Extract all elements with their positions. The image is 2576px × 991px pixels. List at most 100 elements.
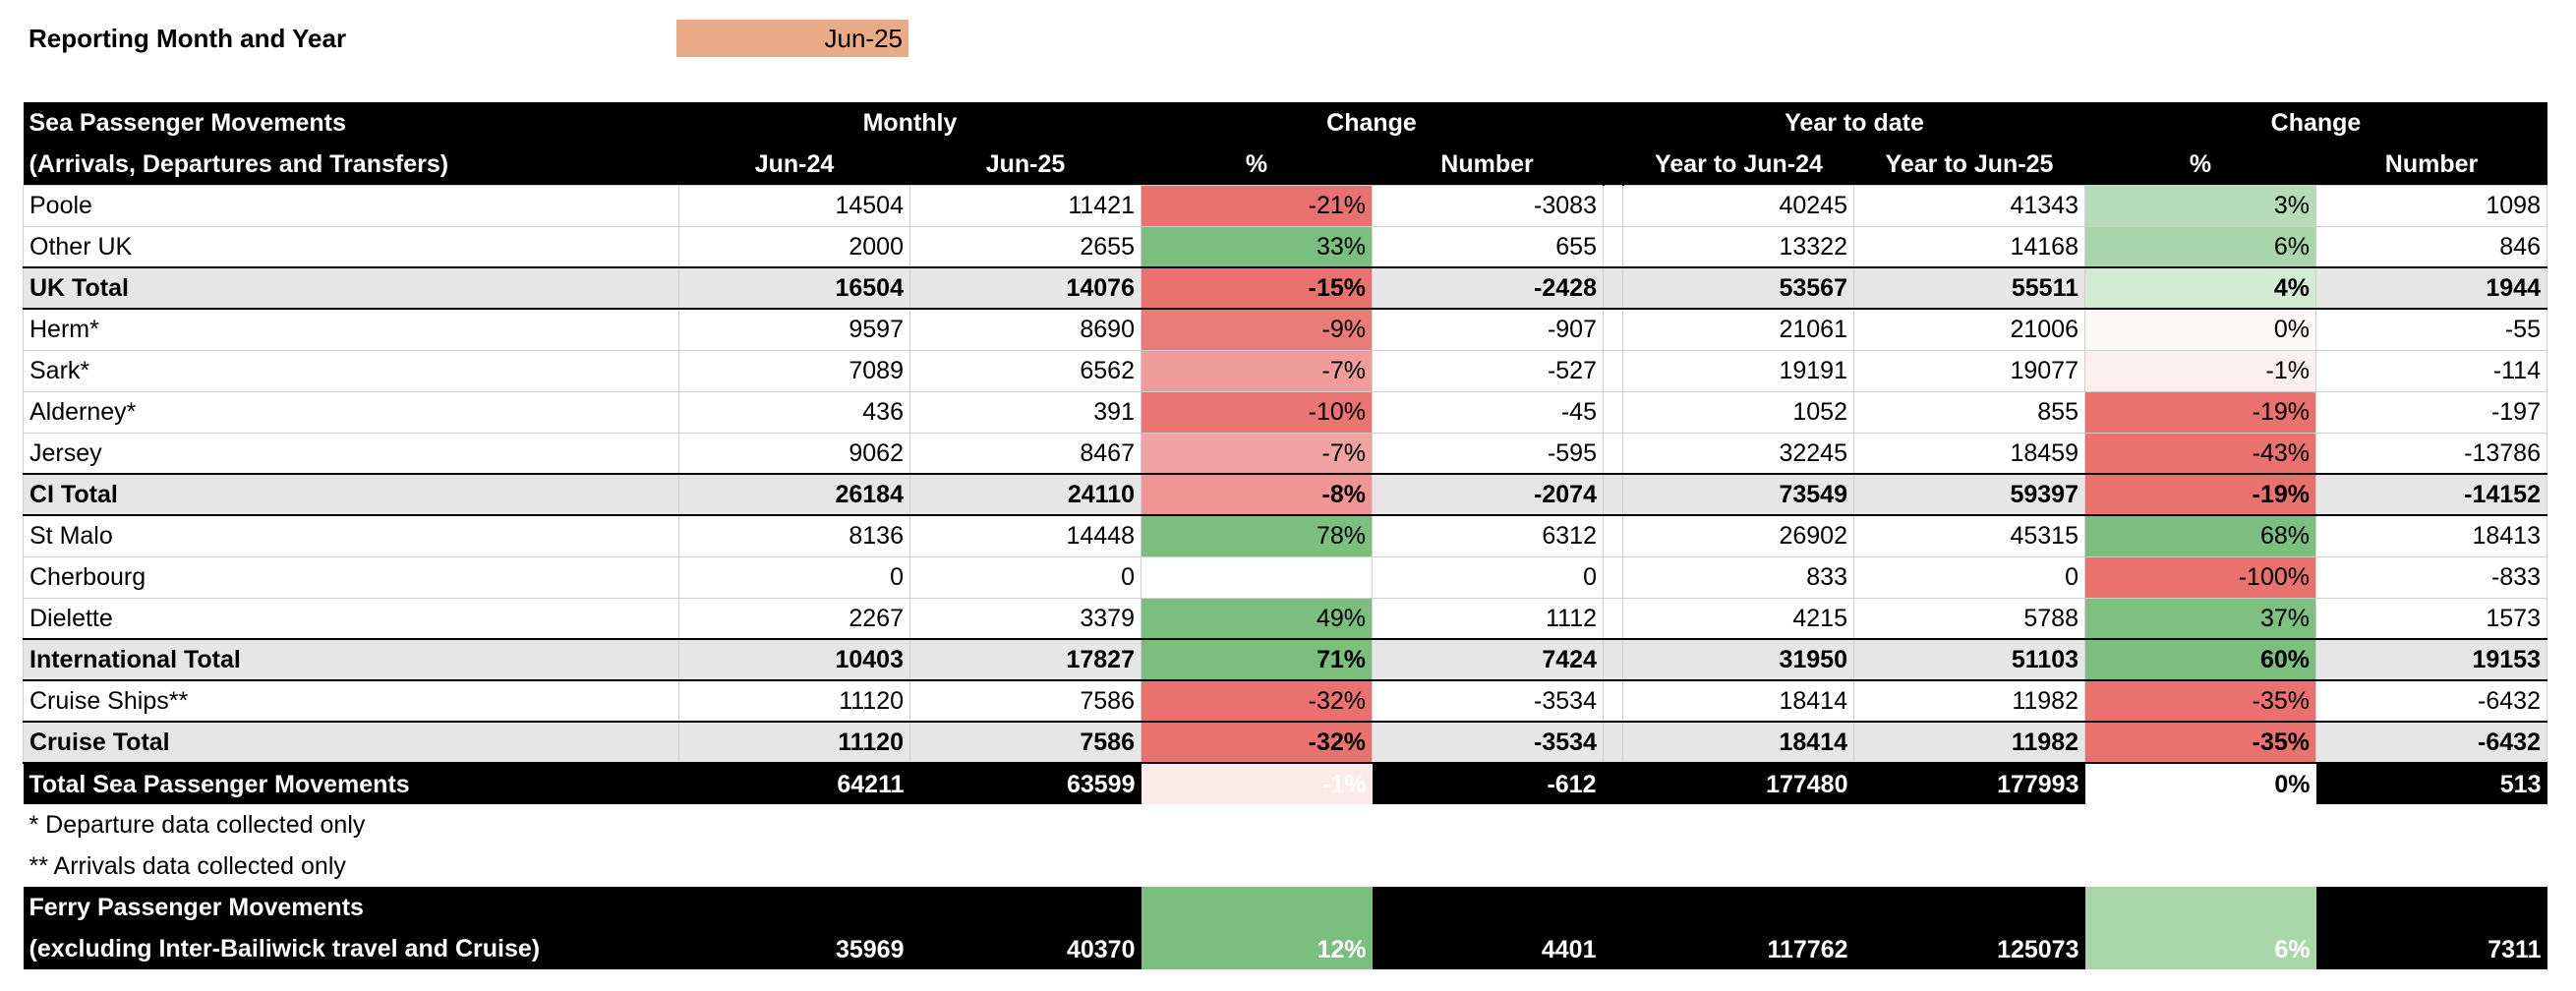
header-cell: Year to Jun-24 bbox=[1622, 144, 1854, 185]
value-cell: 11982 bbox=[1853, 679, 2085, 723]
value-cell: 846 bbox=[2315, 225, 2547, 268]
row-label: Alderney* bbox=[23, 390, 679, 434]
passenger-table: Sea Passenger Movements Monthly Change Year… bbox=[23, 102, 2547, 969]
header-cell: Change bbox=[1141, 102, 1604, 144]
value-cell: 12% bbox=[1141, 887, 1373, 969]
value-cell: 11120 bbox=[678, 679, 910, 723]
header-row: Sea Passenger Movements Monthly Change Year… bbox=[23, 102, 2547, 144]
value-cell: 19191 bbox=[1622, 349, 1854, 392]
value-cell: 37% bbox=[2084, 597, 2316, 640]
value-cell: -3534 bbox=[1372, 721, 1604, 764]
value-cell: 125073 bbox=[1853, 887, 2085, 969]
header-row: (Arrivals, Departures and Transfers) Jun-… bbox=[23, 144, 2547, 185]
value-cell: 0 bbox=[909, 555, 1142, 599]
value-cell: -32% bbox=[1141, 721, 1373, 764]
separator bbox=[1603, 225, 1623, 268]
value-cell: -3083 bbox=[1372, 184, 1604, 227]
data-row: Herm* 9597 8690 -9% -907 21061 21006 0% -55 bbox=[23, 308, 2547, 351]
value-cell: 0 bbox=[678, 555, 910, 599]
row-label: Ferry Passenger Movements bbox=[23, 887, 679, 928]
value-cell: 31950 bbox=[1622, 638, 1854, 681]
data-row: Cherbourg 0 0 0 833 0 -100% -833 bbox=[23, 555, 2547, 599]
value-cell: 13322 bbox=[1622, 225, 1854, 268]
header-cell: Monthly bbox=[678, 102, 1142, 144]
value-cell: 7424 bbox=[1372, 638, 1604, 681]
value-cell: 2267 bbox=[678, 597, 910, 640]
value-cell: -595 bbox=[1372, 432, 1604, 475]
value-cell: -1% bbox=[2084, 349, 2316, 392]
value-cell: 2000 bbox=[678, 225, 910, 268]
data-row: Cruise Total 11120 7586 -32% -3534 18414 11982… bbox=[23, 721, 2547, 764]
data-row: St Malo 8136 14448 78% 6312 26902 45315 68% 1841… bbox=[23, 514, 2547, 557]
value-cell: -13786 bbox=[2315, 432, 2547, 475]
value-cell: -32% bbox=[1141, 679, 1373, 723]
separator bbox=[1603, 349, 1623, 392]
value-cell: 10403 bbox=[678, 638, 910, 681]
value-cell: 40245 bbox=[1622, 184, 1854, 227]
value-cell: 8690 bbox=[909, 308, 1142, 351]
header-cell: Sea Passenger Movements bbox=[23, 102, 679, 144]
value-cell: 21061 bbox=[1622, 308, 1854, 351]
value-cell: 4401 bbox=[1372, 887, 1604, 969]
value-cell: 14504 bbox=[678, 184, 910, 227]
value-cell: 513 bbox=[2315, 763, 2547, 804]
separator bbox=[1603, 390, 1623, 434]
separator bbox=[1603, 473, 1623, 516]
value-cell: 655 bbox=[1372, 225, 1604, 268]
value-cell: 436 bbox=[678, 390, 910, 434]
value-cell: 49% bbox=[1141, 597, 1373, 640]
value-cell: -6432 bbox=[2315, 679, 2547, 723]
separator bbox=[1603, 555, 1623, 599]
value-cell: -2074 bbox=[1372, 473, 1604, 516]
data-row: UK Total 16504 14076 -15% -2428 53567 55511 4% 1… bbox=[23, 266, 2547, 310]
row-label: St Malo bbox=[23, 514, 679, 557]
header-cell: Number bbox=[1372, 144, 1604, 185]
value-cell: 0% bbox=[2084, 308, 2316, 351]
separator bbox=[1603, 432, 1623, 475]
value-cell: 855 bbox=[1853, 390, 2085, 434]
row-label: CI Total bbox=[23, 473, 679, 516]
value-cell: 7586 bbox=[909, 721, 1142, 764]
value-cell: 11120 bbox=[678, 721, 910, 764]
value-cell: 32245 bbox=[1622, 432, 1854, 475]
separator bbox=[1603, 721, 1623, 764]
header-cell: Jun-24 bbox=[678, 144, 910, 185]
value-cell: 7311 bbox=[2315, 887, 2547, 969]
value-cell: 64211 bbox=[678, 763, 910, 804]
row-label: Dielette bbox=[23, 597, 679, 640]
value-cell: -3534 bbox=[1372, 679, 1604, 723]
header-cell: Change bbox=[2084, 102, 2547, 144]
value-cell: 59397 bbox=[1853, 473, 2085, 516]
value-cell: 19153 bbox=[2315, 638, 2547, 681]
value-cell: -197 bbox=[2315, 390, 2547, 434]
row-label: Cruise Ships** bbox=[23, 679, 679, 723]
value-cell: -907 bbox=[1372, 308, 1604, 351]
value-cell: 21006 bbox=[1853, 308, 2085, 351]
row-label: International Total bbox=[23, 638, 679, 681]
data-row: International Total 10403 17827 71% 7424 3195… bbox=[23, 638, 2547, 681]
header-cell: Year to Jun-25 bbox=[1853, 144, 2085, 185]
value-cell: 8136 bbox=[678, 514, 910, 557]
value-cell: -833 bbox=[2315, 555, 2547, 599]
ferry-row: (excluding Inter-Bailiwick travel and Cr… bbox=[23, 928, 2547, 969]
value-cell: 2655 bbox=[909, 225, 1142, 268]
separator bbox=[1602, 144, 1624, 185]
header-cell: Jun-25 bbox=[909, 144, 1142, 185]
value-cell: -14152 bbox=[2315, 473, 2547, 516]
header-cell: Number bbox=[2315, 144, 2547, 185]
separator bbox=[1603, 679, 1623, 723]
row-label: Other UK bbox=[23, 225, 679, 268]
value-cell: 0% bbox=[2084, 763, 2316, 804]
value-cell: -15% bbox=[1141, 266, 1373, 310]
report-header: Reporting Month and Year Jun-25 bbox=[0, 0, 2576, 98]
value-cell: 18413 bbox=[2315, 514, 2547, 557]
value-cell: 6% bbox=[2084, 225, 2316, 268]
data-row: Dielette 2267 3379 49% 1112 4215 5788 37% 1573 bbox=[23, 597, 2547, 640]
header-value: Jun-25 bbox=[676, 20, 908, 57]
data-row: Jersey 9062 8467 -7% -595 32245 18459 -43% -1378… bbox=[23, 432, 2547, 475]
value-cell bbox=[1141, 555, 1373, 599]
value-cell: 24110 bbox=[909, 473, 1142, 516]
data-row: Alderney* 436 391 -10% -45 1052 855 -19% -197 bbox=[23, 390, 2547, 434]
row-label: Cruise Total bbox=[23, 721, 679, 764]
